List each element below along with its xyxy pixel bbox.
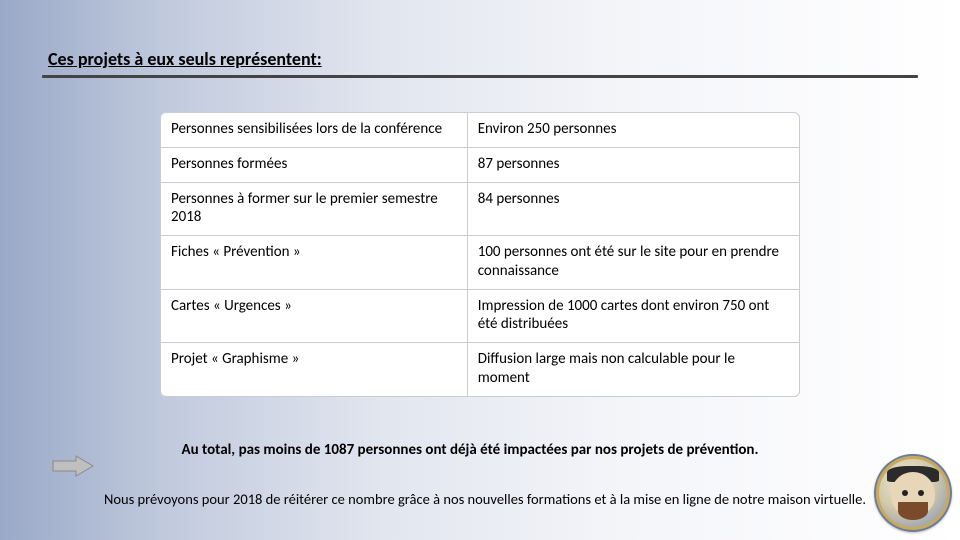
table-cell-value: 100 personnes ont été sur le site pour e… [467,236,799,290]
table-cell-label: Personnes sensibilisées lors de la confé… [161,113,468,148]
table-cell-value: 87 personnes [467,147,799,182]
table-row: Personnes formées 87 personnes [161,147,800,182]
table-cell-label: Personnes à former sur le premier semest… [161,182,468,236]
table-row: Projet « Graphisme » Diffusion large mai… [161,343,800,397]
table-row: Cartes « Urgences » Impression de 1000 c… [161,289,800,343]
summary-forecast: Nous prévoyons pour 2018 de réitérer ce … [100,490,870,509]
table-cell-label: Personnes formées [161,147,468,182]
table-cell-value: Impression de 1000 cartes dont environ 7… [467,289,799,343]
table-cell-label: Cartes « Urgences » [161,289,468,343]
table-row: Personnes sensibilisées lors de la confé… [161,113,800,148]
title-underline-rule [42,75,918,78]
table-cell-label: Fiches « Prévention » [161,236,468,290]
table-row: Personnes à former sur le premier semest… [161,182,800,236]
summary-total: Au total, pas moins de 1087 personnes on… [60,440,880,460]
section-title: Ces projets à eux seuls représentent: [48,48,322,70]
results-table: Personnes sensibilisées lors de la confé… [160,112,800,397]
table-cell-value: Diffusion large mais non calculable pour… [467,343,799,397]
table-row: Fiches « Prévention » 100 personnes ont … [161,236,800,290]
table-cell-value: 84 personnes [467,182,799,236]
table-cell-value: Environ 250 personnes [467,113,799,148]
table-cell-label: Projet « Graphisme » [161,343,468,397]
mascot-icon [874,454,952,532]
